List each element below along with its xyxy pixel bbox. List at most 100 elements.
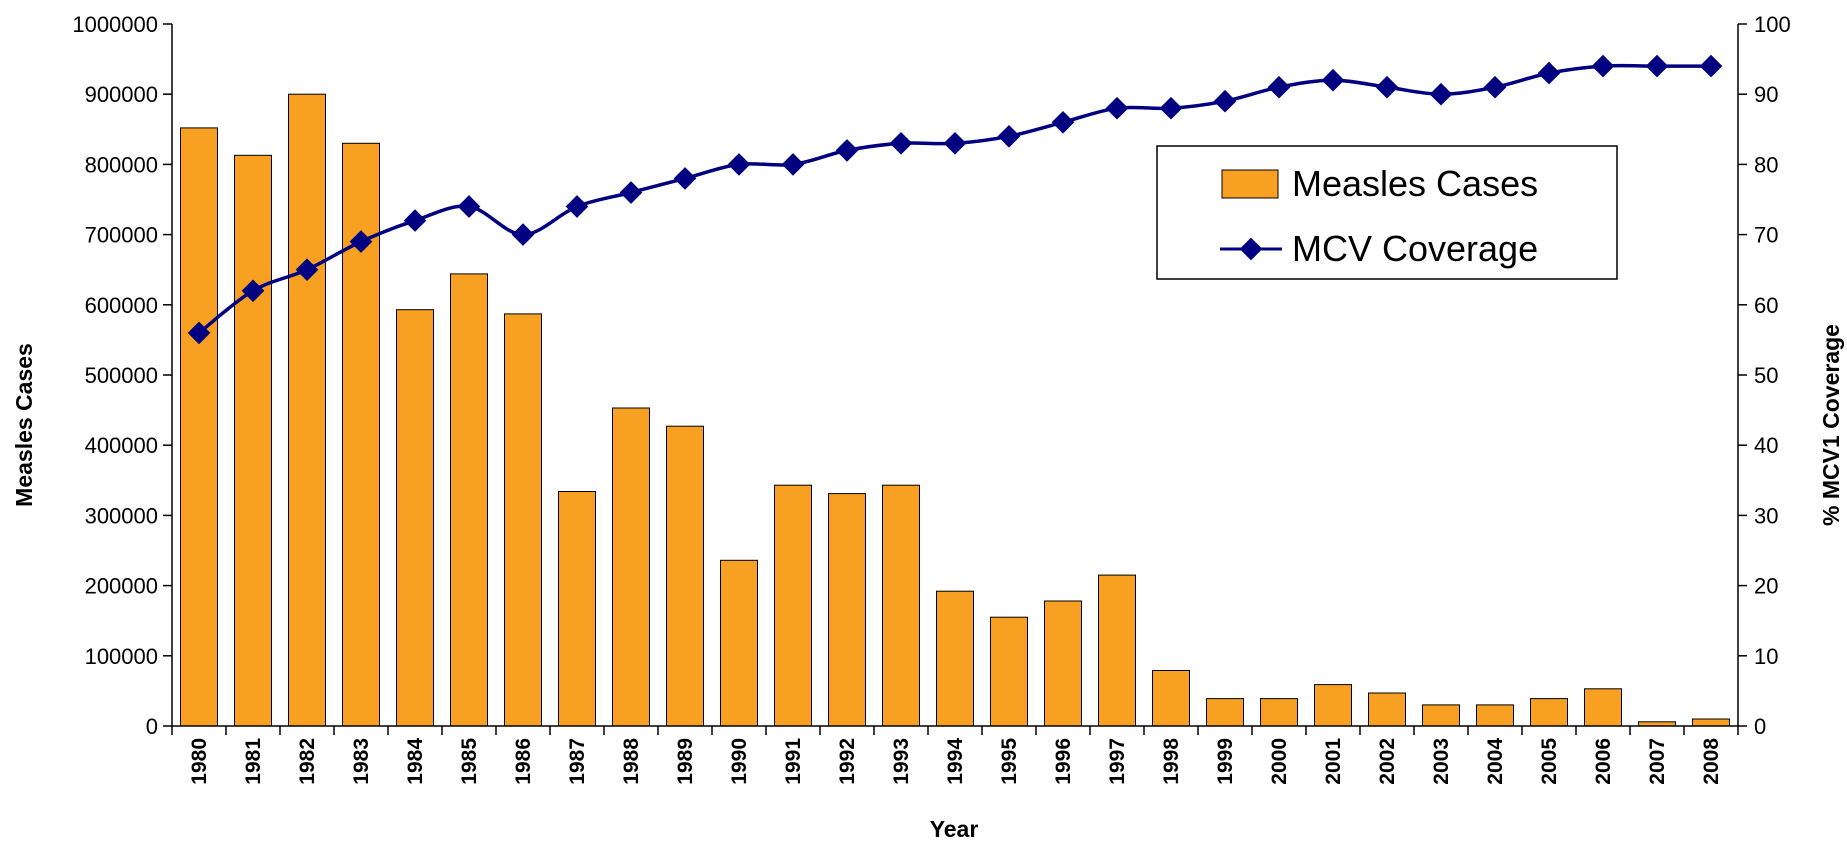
legend-box [1156,145,1618,280]
mcv-point-1985 [457,195,481,218]
x-tick-label-2003: 2003 [1430,738,1453,785]
x-tick-label-1981: 1981 [242,738,265,785]
bar-1995 [990,616,1028,727]
bar-1997 [1098,574,1136,727]
ticks-group: 0100000200000300000400000500000600000700… [72,12,1790,785]
y-tick-label: 1000000 [72,12,158,37]
y-tick-label: 700000 [85,223,158,248]
mcv-point-1989 [673,167,697,190]
bar-2001 [1314,684,1352,727]
bar-1988 [612,407,650,727]
mcv-point-2000 [1267,75,1291,99]
x-tick-label-2007: 2007 [1646,738,1669,785]
mcv-point-1988 [619,181,643,204]
y-tick-label: 200000 [85,574,158,599]
mcv-point-2002 [1375,75,1399,99]
y2-tick-label: 100 [1754,12,1791,37]
x-tick-label-1996: 1996 [1052,738,1075,785]
y-tick-label: 400000 [85,433,158,458]
x-tick-label-2000: 2000 [1268,738,1291,785]
y-tick-label: 900000 [85,82,158,107]
mcv-point-1984 [403,209,427,232]
bar-1991 [774,484,812,727]
bar-2005 [1530,698,1568,727]
x-tick-label-1988: 1988 [620,738,643,785]
mcv-point-1986 [511,223,535,246]
mcv-point-1996 [1051,110,1075,134]
y2-tick-label: 0 [1754,714,1766,739]
legend-swatch-measles-cases [1221,169,1279,199]
mcv-point-1999 [1213,89,1237,113]
bar-1989 [666,425,704,727]
mcv-point-2005 [1537,61,1561,85]
y-tick-label: 500000 [85,363,158,388]
x-tick-label-2008: 2008 [1700,738,1723,785]
y2-tick-label: 40 [1754,433,1778,458]
y-tick-label: 600000 [85,293,158,318]
mcv-point-2007 [1645,54,1669,78]
y-tick-label: 300000 [85,503,158,528]
x-tick-label-1990: 1990 [728,738,751,785]
x-tick-label-2005: 2005 [1538,738,1561,785]
bar-1986 [504,313,542,727]
mcv-point-2006 [1591,54,1615,78]
mcv-point-1982 [295,258,319,282]
x-tick-label-1987: 1987 [566,738,589,785]
y2-tick-label: 30 [1754,503,1778,528]
x-tick-label-2001: 2001 [1322,738,1345,785]
bar-1994 [936,590,974,727]
x-tick-label-1980: 1980 [188,738,211,785]
x-tick-label-1995: 1995 [998,738,1021,785]
x-tick-label-2006: 2006 [1592,738,1615,785]
y2-tick-label: 70 [1754,223,1778,248]
x-tick-label-1993: 1993 [890,738,913,785]
y2-tick-label: 60 [1754,293,1778,318]
y-tick-label: 100000 [85,644,158,669]
x-tick-label-1991: 1991 [782,738,805,785]
mcv-point-2003 [1429,82,1453,106]
bar-1999 [1206,698,1244,727]
bar-2004 [1476,704,1514,727]
x-tick-label-2004: 2004 [1484,738,1507,785]
y2-tick-label: 50 [1754,363,1778,388]
x-tick-label-1983: 1983 [350,738,373,785]
bar-1996 [1044,600,1082,727]
x-tick-label-1998: 1998 [1160,738,1183,785]
x-tick-label-1986: 1986 [512,738,535,785]
mcv-point-1991 [781,153,805,176]
bar-1980 [180,127,218,727]
mcv-point-1997 [1105,96,1129,120]
bar-1998 [1152,670,1190,727]
y2-axis-title: % MCV1 Coverage [1818,324,1844,526]
mcv-point-2008 [1699,54,1723,78]
bar-1992 [828,493,866,727]
x-tick-label-1994: 1994 [944,738,967,785]
mcv-point-1990 [727,153,751,176]
bar-1987 [558,491,596,727]
bar-2000 [1260,698,1298,727]
bar-1985 [450,273,488,727]
mcv-point-1992 [835,139,859,162]
y-tick-label: 800000 [85,152,158,177]
legend-label-mcv-coverage: MCV Coverage [1292,228,1538,269]
x-tick-label-1982: 1982 [296,738,319,785]
y-tick-label: 0 [146,714,158,739]
x-tick-label-1997: 1997 [1106,738,1129,785]
y2-tick-label: 20 [1754,574,1778,599]
bar-2006 [1584,688,1622,727]
bar-1990 [720,559,758,727]
line-group [187,54,1723,345]
x-tick-label-1999: 1999 [1214,738,1237,785]
y-axis-title: Measles Cases [11,343,37,507]
x-tick-label-1992: 1992 [836,738,859,785]
x-tick-label-2002: 2002 [1376,738,1399,785]
x-tick-label-1989: 1989 [674,738,697,785]
bar-2008 [1692,718,1730,727]
mcv-point-1993 [889,131,913,155]
mcv-point-1994 [943,131,967,155]
legend: Measles Cases MCV Coverage [1156,145,1618,280]
bar-1984 [396,309,434,727]
bar-1981 [234,154,272,727]
mcv-point-1998 [1159,96,1183,120]
mcv-point-1987 [565,195,589,218]
